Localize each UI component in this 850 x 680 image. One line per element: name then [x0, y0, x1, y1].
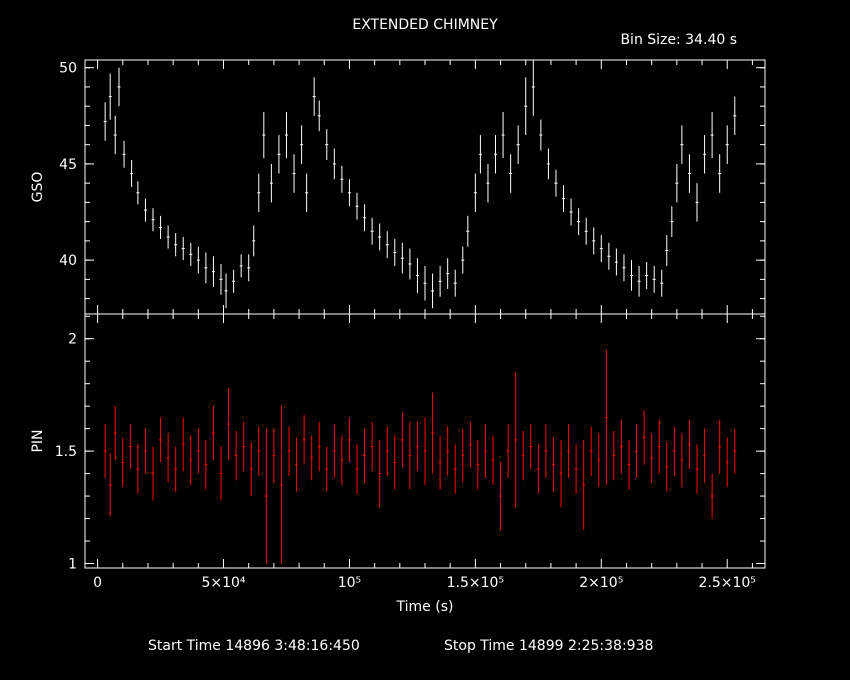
pin-axis-label: PIN	[30, 429, 46, 452]
gso-ytick-label: 45	[59, 157, 77, 173]
x-axis-label: Time (s)	[396, 599, 454, 615]
xtick-label: 1.5×10⁵	[447, 575, 504, 591]
xtick-label: 2.5×10⁵	[699, 575, 756, 591]
gso-ytick-label: 50	[59, 61, 77, 77]
gso-ytick-label: 40	[59, 253, 77, 269]
xtick-label: 10⁵	[338, 575, 361, 591]
pin-plot-frame	[84, 313, 766, 569]
xtick-label: 5×10⁴	[201, 575, 245, 591]
pin-ytick-label: 1	[68, 557, 77, 573]
xtick-label: 0	[93, 575, 102, 591]
xtick-label: 2×10⁵	[579, 575, 623, 591]
gso-axis-label: GSO	[30, 172, 46, 203]
pin-panel: 1 1.5 2 0 5×10⁴ 10⁵ 1.5×10⁵ 2×10⁵ 2.5×10⁵ PIN	[30, 313, 766, 591]
bin-size-label: Bin Size: 34.40 s	[620, 32, 737, 48]
pin-ytick-label: 1.5	[55, 444, 77, 460]
pin-ytick-label: 2	[68, 332, 77, 348]
chart-title: EXTENDED CHIMNEY	[352, 17, 498, 33]
start-time-label: Start Time 14896 3:48:16:450	[148, 638, 360, 654]
stop-time-label: Stop Time 14899 2:25:38:938	[444, 638, 653, 654]
gso-panel: 40 45 50 GSO	[30, 59, 766, 315]
